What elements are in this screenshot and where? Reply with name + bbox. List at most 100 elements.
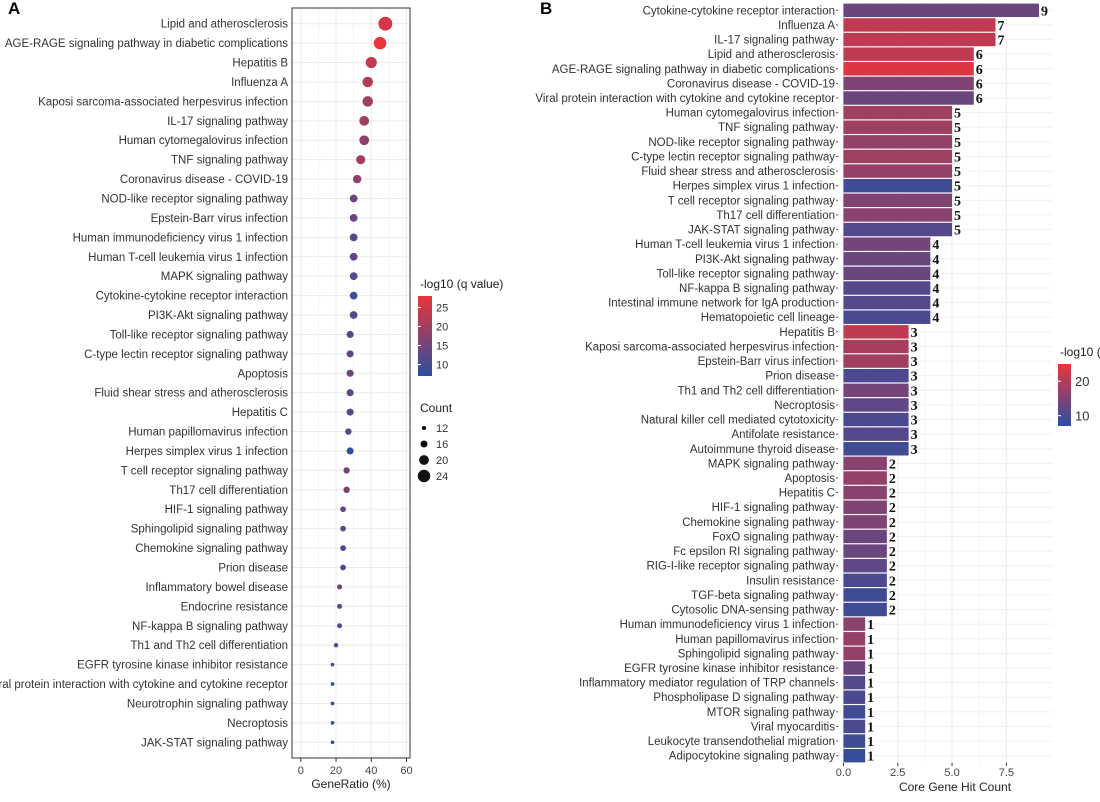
panel-b-bar	[843, 237, 931, 251]
panel-a-size-key-label: 12	[436, 423, 448, 435]
panel-a-point	[346, 447, 354, 455]
panel-b-value-label: 3	[911, 443, 918, 458]
panel-b-value-label: 1	[867, 720, 874, 735]
panel-b-bar	[843, 76, 974, 91]
panel-a-tick-label: 60	[400, 765, 412, 777]
panel-a-point	[333, 643, 339, 648]
panel-b-bar	[843, 646, 866, 661]
panel-b-bar	[843, 427, 909, 441]
panel-a-category-label: Herpes simplex virus 1 infection	[126, 446, 288, 458]
panel-b-category-label: Hepatitis C	[779, 488, 835, 500]
panel-a-point	[343, 467, 350, 474]
panel-b-bar	[843, 544, 887, 558]
panel-a-category-label: Cytokine-cytokine receptor interaction	[96, 291, 288, 303]
panel-b-category-label: NF-kappa B signaling pathway	[679, 283, 835, 295]
panel-b-bar	[843, 529, 887, 544]
panel-b-bar	[843, 105, 953, 120]
panel-b-category-label: T cell receptor signaling pathway	[668, 195, 836, 207]
panel-b-category-label: Human cytomegalovirus infection	[666, 108, 835, 120]
panel-a-point	[340, 506, 346, 513]
panel-b-bar	[843, 62, 974, 76]
panel-a-tick-label: 0	[298, 765, 304, 777]
panel-b-color-bar	[1058, 364, 1071, 426]
panel-b-value-label: 7	[998, 34, 1005, 49]
panel-b-value-label: 4	[932, 311, 939, 326]
panel-a-point	[349, 291, 358, 300]
panel-a-point	[346, 369, 354, 377]
panel-b-category-label: PI3K-Akt signaling pathway	[695, 254, 835, 266]
panel-b-category-label: Adipocytokine signaling pathway	[669, 751, 835, 763]
panel-b-bar	[843, 252, 931, 266]
panel-a-category-label: JAK-STAT signaling pathway	[141, 737, 288, 749]
panel-b-category-label: MAPK signaling pathway	[708, 458, 835, 470]
panel-a-point	[346, 330, 354, 338]
panel-a-label: A	[8, 0, 20, 18]
panel-b-bar	[843, 456, 887, 471]
panel-b-category-label: Viral myocarditis	[751, 721, 835, 733]
panel-b-category-label: AGE-RAGE signaling pathway in diabetic c…	[552, 64, 835, 76]
panel-a-category-label: Fluid shear stress and atherosclerosis	[94, 388, 288, 400]
panel-a-point	[373, 36, 387, 50]
panel-a-category-label: Human immunodeficiency virus 1 infection	[73, 232, 288, 244]
panel-b-category-label: NOD-like receptor signaling pathway	[648, 137, 835, 149]
panel-b-category-label: RIG-I-like receptor signaling pathway	[646, 561, 835, 573]
panel-a-category-label: Human cytomegalovirus infection	[119, 135, 288, 147]
panel-b-bar	[843, 354, 909, 368]
panel-a-category-label: Toll-like receptor signaling pathway	[110, 329, 289, 341]
panel-b-category-label: Human immunodeficiency virus 1 infection	[620, 619, 835, 631]
panel-b-value-label: 5	[954, 107, 961, 122]
panel-b-category-label: Kaposi sarcoma-associated herpesvirus in…	[585, 341, 835, 353]
panel-b-value-label: 3	[911, 355, 918, 370]
panel-b-x-axis-title: Core Gene Hit Count	[899, 780, 1012, 794]
panel-b-bar	[843, 383, 909, 398]
panel-a-category-label: HIF-1 signaling pathway	[165, 504, 289, 516]
panel-b-bar	[843, 558, 887, 573]
panel-b-category-label: Human T-cell leukemia virus 1 infection	[635, 239, 835, 251]
panel-b-category-label: FoxO signaling pathway	[712, 531, 835, 543]
panel-b-color-tick-label: 10	[1075, 409, 1089, 424]
panel-a-point	[330, 721, 335, 725]
panel-b-bar	[843, 602, 887, 617]
panel-b-category-label: Phospholipase D signaling pathway	[653, 692, 835, 704]
panel-b-value-label: 1	[867, 750, 874, 765]
panel-a-size-key-label: 20	[436, 455, 448, 467]
panel-b-bar	[843, 149, 953, 164]
panel-b-value-label: 5	[954, 136, 961, 151]
panel-b-value-label: 6	[976, 77, 983, 92]
panel-b-label: B	[540, 0, 552, 18]
panel-b-value-label: 3	[911, 399, 918, 414]
panel-a-category-label: Prion disease	[218, 563, 288, 575]
panel-b-bar	[843, 135, 953, 149]
panel-a-point	[340, 545, 346, 551]
panel-a-point	[340, 564, 346, 571]
panel-b-category-label: C-type lectin receptor signaling pathway	[631, 151, 835, 163]
panel-a-tick-label: 20	[330, 765, 342, 777]
panel-a-category-label: TNF signaling pathway	[171, 155, 288, 167]
panel-b-value-label: 1	[867, 647, 874, 662]
panel-a-category-label: Human papillomavirus infection	[128, 427, 288, 439]
panel-b-bar	[843, 295, 931, 310]
panel-a-size-key	[420, 440, 428, 448]
panel-b-value-label: 3	[911, 340, 918, 355]
panel-a-category-label: Endocrine resistance	[181, 601, 288, 613]
panel-b-category-label: Prion disease	[765, 371, 835, 383]
panel-b-value-label: 5	[954, 180, 961, 195]
panel-b-category-label: Intestinal immune network for IgA produc…	[608, 298, 835, 310]
panel-b-value-label: 2	[889, 545, 896, 560]
panel-a-point	[345, 428, 352, 435]
panel-b-bar	[843, 91, 974, 105]
panel-b-value-label: 5	[954, 209, 961, 224]
panel-a-point	[330, 682, 335, 686]
panel-b-category-label: Human papillomavirus infection	[675, 634, 835, 646]
panel-b-category-label: Lipid and atherosclerosis	[708, 49, 835, 61]
panel-a-category-label: Hepatitis C	[232, 407, 288, 419]
panel-b-bar	[843, 675, 866, 690]
panel-b-value-label: 2	[889, 487, 896, 502]
panel-a-category-label: NF-kappa B signaling pathway	[132, 621, 288, 633]
panel-b-category-label: Toll-like receptor signaling pathway	[657, 268, 836, 280]
panel-b-value-label: 7	[998, 19, 1005, 34]
panel-b-category-label: Antifolate resistance	[731, 429, 835, 441]
panel-a-point	[330, 740, 335, 745]
panel-a-point	[362, 96, 373, 107]
